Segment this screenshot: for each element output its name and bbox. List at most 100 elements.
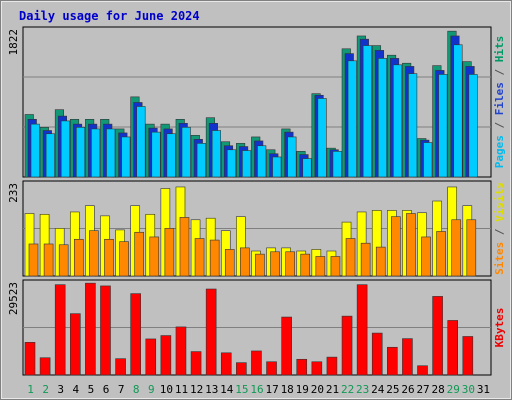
bar-kbytes <box>236 362 247 376</box>
bar-kbytes <box>115 358 126 376</box>
day-label: 20 <box>311 383 324 396</box>
day-label: 26 <box>401 383 414 396</box>
bar-sites <box>375 246 386 277</box>
bar-kbytes <box>387 346 398 376</box>
day-label: 19 <box>296 383 309 396</box>
day-label: 17 <box>265 383 278 396</box>
day-label: 28 <box>432 383 445 396</box>
bar-sites <box>28 243 39 277</box>
day-label: 18 <box>281 383 294 396</box>
bar-sites <box>240 247 250 277</box>
bar-kbytes <box>100 285 111 376</box>
bar-pages <box>196 143 206 178</box>
bar-pages <box>438 74 448 178</box>
bar-sites <box>406 213 416 277</box>
bar-pages <box>75 127 86 178</box>
bar-kbytes <box>39 357 51 376</box>
bar-sites <box>224 249 235 277</box>
bar-kbytes <box>296 358 308 376</box>
bar-kbytes <box>220 352 232 376</box>
day-label: 23 <box>356 383 369 396</box>
bar-kbytes <box>145 338 157 376</box>
bar-sites <box>330 256 341 277</box>
day-label: 16 <box>250 383 263 396</box>
day-label: 10 <box>160 383 173 396</box>
day-label: 2 <box>42 383 49 396</box>
bar-pages <box>151 131 161 178</box>
bar-sites <box>164 228 175 277</box>
bar-kbytes <box>69 313 81 376</box>
bar-pages <box>393 64 403 178</box>
bar-kbytes <box>175 326 187 376</box>
bar-pages <box>317 98 327 178</box>
day-label: 7 <box>118 383 125 396</box>
bar-pages <box>287 136 297 178</box>
bar-pages <box>377 58 388 178</box>
day-label: 1 <box>27 383 34 396</box>
bar-kbytes <box>447 320 459 376</box>
chart-title: Daily usage for June 2024 <box>19 9 200 23</box>
day-label: 30 <box>462 383 475 396</box>
bar-pages <box>211 130 221 178</box>
bar-sites <box>119 241 129 277</box>
bar-pages <box>106 128 116 178</box>
day-labels: 1 2 3 4 5 6 7 8 9 10 11 12 13 14 15 16 17 18 19 20 21 22 23 24 2… <box>27 383 490 396</box>
bar-pages <box>45 133 55 178</box>
axis-max-label-bot: 29523 <box>7 282 20 315</box>
bar-sites <box>300 253 311 277</box>
bar-sites <box>194 238 205 277</box>
bar-kbytes <box>251 350 262 376</box>
bar-sites <box>285 251 295 277</box>
bar-sites <box>451 219 462 277</box>
bar-pages <box>453 44 463 178</box>
bar-kbytes <box>160 335 172 376</box>
bar-kbytes <box>130 293 141 376</box>
day-label: 9 <box>148 383 155 396</box>
bar-pages <box>302 158 312 178</box>
day-label: 13 <box>205 383 218 396</box>
bar-kbytes <box>85 282 96 376</box>
bar-sites <box>73 238 84 277</box>
bar-pages <box>60 120 70 178</box>
bar-kbytes <box>311 361 323 376</box>
bar-kbytes <box>266 361 277 376</box>
bar-pages <box>226 149 237 178</box>
bar-pages <box>257 145 267 178</box>
bar-pages <box>242 150 252 178</box>
bar-sites <box>436 231 446 277</box>
bar-sites <box>43 243 54 277</box>
bar-sites <box>270 251 280 277</box>
series-axis-label-part: KBytes <box>493 308 506 348</box>
day-label: 11 <box>175 383 188 396</box>
series-axis-label-bot: KBytes <box>493 308 506 348</box>
bar-sites <box>209 239 220 277</box>
bar-sites <box>134 231 144 277</box>
day-label: 25 <box>386 383 399 396</box>
series-axis-label-mid: Sites / Visits <box>493 182 506 275</box>
day-label: 31 <box>477 383 490 396</box>
day-label: 4 <box>73 383 80 396</box>
series-axis-label-part: / <box>493 115 506 135</box>
bar-pages <box>332 151 342 178</box>
bar-kbytes <box>371 332 383 376</box>
series-axis-label-part: Pages <box>493 135 506 168</box>
day-label: 14 <box>220 383 234 396</box>
bar-sites <box>104 238 114 277</box>
day-label: 15 <box>235 383 248 396</box>
bar-kbytes <box>205 288 217 376</box>
bar-sites <box>360 242 371 277</box>
panel-top: 1822 Pages / Files / Hits <box>7 26 506 178</box>
bar-sites <box>149 236 160 277</box>
series-axis-label-part: Hits <box>493 36 506 63</box>
bar-sites <box>179 217 190 277</box>
bar-pages <box>166 133 176 178</box>
day-label: 12 <box>190 383 203 396</box>
bar-kbytes <box>356 284 368 376</box>
day-label: 3 <box>57 383 64 396</box>
day-label: 22 <box>341 383 354 396</box>
day-label: 5 <box>88 383 95 396</box>
day-label: 24 <box>371 383 385 396</box>
series-axis-label-top: Pages / Files / Hits <box>493 36 506 169</box>
panel-mid: 233 Sites / Visits <box>7 180 506 277</box>
